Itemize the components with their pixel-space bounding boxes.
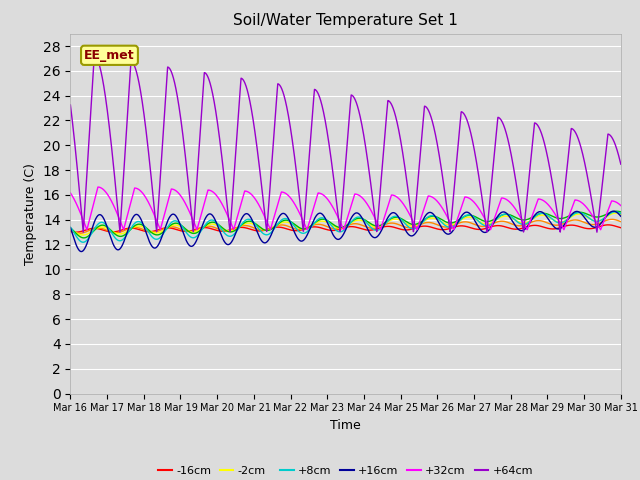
- +64cm: [617, 161, 625, 167]
- Line: -8cm: -8cm: [70, 219, 621, 233]
- +16cm: [278, 211, 285, 217]
- -2cm: [67, 227, 74, 232]
- +16cm: [610, 208, 618, 214]
- +64cm: [67, 102, 74, 108]
- -2cm: [278, 220, 285, 226]
- -16cm: [617, 225, 625, 230]
- -8cm: [617, 219, 625, 225]
- +32cm: [547, 205, 555, 211]
- +32cm: [162, 205, 170, 211]
- -8cm: [76, 230, 83, 236]
- +64cm: [547, 171, 555, 177]
- Y-axis label: Temperature (C): Temperature (C): [24, 163, 37, 264]
- +16cm: [129, 214, 137, 220]
- +8cm: [301, 230, 309, 236]
- -2cm: [606, 212, 614, 217]
- +32cm: [94, 184, 102, 190]
- Line: -16cm: -16cm: [70, 225, 621, 232]
- +16cm: [301, 235, 309, 241]
- +64cm: [301, 202, 309, 208]
- -2cm: [617, 212, 625, 217]
- -8cm: [608, 216, 616, 222]
- X-axis label: Time: Time: [330, 419, 361, 432]
- -16cm: [604, 222, 612, 228]
- +16cm: [162, 222, 170, 228]
- +2cm: [547, 213, 555, 218]
- -16cm: [278, 225, 285, 230]
- Line: +8cm: +8cm: [70, 212, 621, 242]
- +2cm: [617, 209, 625, 215]
- Line: +2cm: +2cm: [70, 211, 621, 238]
- +16cm: [606, 209, 614, 215]
- +32cm: [129, 190, 137, 196]
- Line: -2cm: -2cm: [70, 213, 621, 235]
- +2cm: [301, 226, 309, 232]
- Title: Soil/Water Temperature Set 1: Soil/Water Temperature Set 1: [233, 13, 458, 28]
- +2cm: [278, 218, 285, 224]
- -8cm: [278, 222, 285, 228]
- +8cm: [79, 240, 87, 245]
- +2cm: [80, 235, 88, 241]
- +16cm: [77, 249, 85, 254]
- +2cm: [129, 224, 137, 230]
- -2cm: [129, 225, 137, 230]
- -8cm: [606, 216, 614, 222]
- +8cm: [606, 211, 614, 216]
- +16cm: [67, 225, 74, 230]
- +64cm: [278, 86, 285, 92]
- -16cm: [129, 225, 137, 231]
- -16cm: [607, 222, 614, 228]
- +2cm: [606, 210, 614, 216]
- +8cm: [278, 217, 285, 223]
- +32cm: [607, 202, 614, 207]
- +64cm: [607, 132, 614, 138]
- +64cm: [162, 88, 170, 94]
- +16cm: [617, 214, 625, 219]
- +32cm: [67, 190, 74, 196]
- +16cm: [547, 220, 555, 226]
- -8cm: [129, 225, 137, 230]
- +2cm: [162, 227, 170, 232]
- +32cm: [617, 203, 625, 208]
- -16cm: [301, 226, 309, 231]
- -8cm: [547, 221, 555, 227]
- Line: +16cm: +16cm: [70, 211, 621, 252]
- Legend: -16cm, -8cm, -2cm, +2cm, +8cm, +16cm, +32cm, +64cm: -16cm, -8cm, -2cm, +2cm, +8cm, +16cm, +3…: [154, 462, 538, 480]
- Line: +32cm: +32cm: [70, 187, 621, 230]
- +8cm: [617, 211, 625, 216]
- -8cm: [301, 226, 309, 231]
- +64cm: [129, 61, 137, 67]
- +8cm: [162, 227, 170, 232]
- +64cm: [593, 229, 601, 235]
- +32cm: [278, 189, 285, 195]
- -8cm: [162, 225, 170, 231]
- -16cm: [162, 225, 170, 231]
- +8cm: [612, 209, 620, 215]
- +2cm: [67, 225, 74, 231]
- -16cm: [72, 229, 79, 235]
- +8cm: [129, 222, 137, 228]
- +32cm: [301, 223, 309, 229]
- -16cm: [547, 226, 555, 232]
- +8cm: [67, 224, 74, 230]
- -2cm: [79, 232, 87, 238]
- +32cm: [596, 227, 604, 233]
- +64cm: [90, 53, 98, 59]
- +2cm: [612, 208, 620, 214]
- Line: +64cm: +64cm: [70, 56, 621, 232]
- Text: EE_met: EE_met: [84, 49, 135, 62]
- -8cm: [67, 228, 74, 234]
- -2cm: [162, 226, 170, 232]
- -2cm: [301, 226, 309, 232]
- +8cm: [547, 215, 555, 221]
- -2cm: [612, 210, 620, 216]
- -2cm: [547, 216, 555, 221]
- -16cm: [67, 228, 74, 234]
